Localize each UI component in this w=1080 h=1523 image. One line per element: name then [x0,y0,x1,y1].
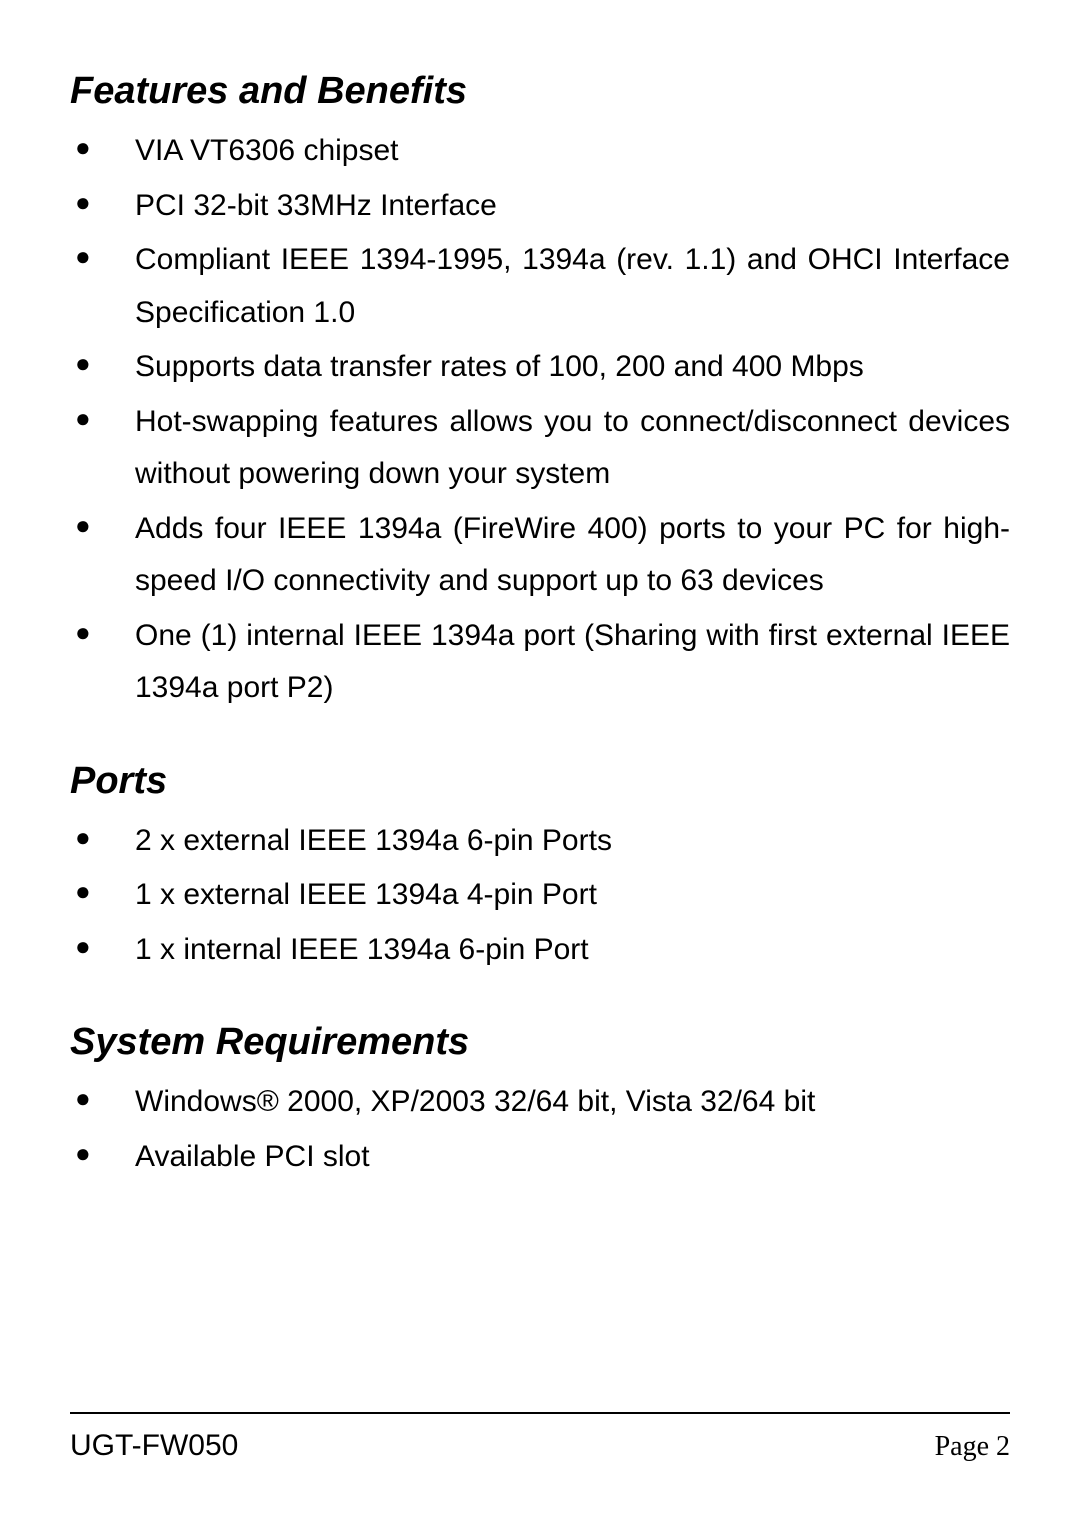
list-item: PCI 32-bit 33MHz Interface [70,180,1010,233]
list-item: Windows® 2000, XP/2003 32/64 bit, Vista … [70,1076,1010,1129]
list-item: One (1) internal IEEE 1394a port (Sharin… [70,610,1010,715]
footer-divider [70,1412,1010,1414]
system-requirements-section: System Requirements Windows® 2000, XP/20… [70,1021,1010,1183]
list-item: 1 x internal IEEE 1394a 6-pin Port [70,924,1010,977]
ports-heading: Ports [70,760,1010,803]
features-section: Features and Benefits VIA VT6306 chipset… [70,70,1010,715]
list-item: Available PCI slot [70,1131,1010,1184]
list-item: Hot-swapping features allows you to conn… [70,396,1010,501]
footer-model: UGT-FW050 [70,1429,238,1463]
features-list: VIA VT6306 chipset PCI 32-bit 33MHz Inte… [70,125,1010,715]
footer-row: UGT-FW050 Page 2 [70,1429,1010,1463]
system-requirements-list: Windows® 2000, XP/2003 32/64 bit, Vista … [70,1076,1010,1183]
list-item: VIA VT6306 chipset [70,125,1010,178]
ports-list: 2 x external IEEE 1394a 6-pin Ports 1 x … [70,815,1010,977]
features-heading: Features and Benefits [70,70,1010,113]
list-item: Compliant IEEE 1394-1995, 1394a (rev. 1.… [70,234,1010,339]
list-item: 2 x external IEEE 1394a 6-pin Ports [70,815,1010,868]
system-requirements-heading: System Requirements [70,1021,1010,1064]
page-footer: UGT-FW050 Page 2 [70,1412,1010,1463]
list-item: 1 x external IEEE 1394a 4-pin Port [70,869,1010,922]
list-item: Supports data transfer rates of 100, 200… [70,341,1010,394]
footer-page-number: Page 2 [935,1431,1010,1463]
ports-section: Ports 2 x external IEEE 1394a 6-pin Port… [70,760,1010,977]
list-item: Adds four IEEE 1394a (FireWire 400) port… [70,503,1010,608]
